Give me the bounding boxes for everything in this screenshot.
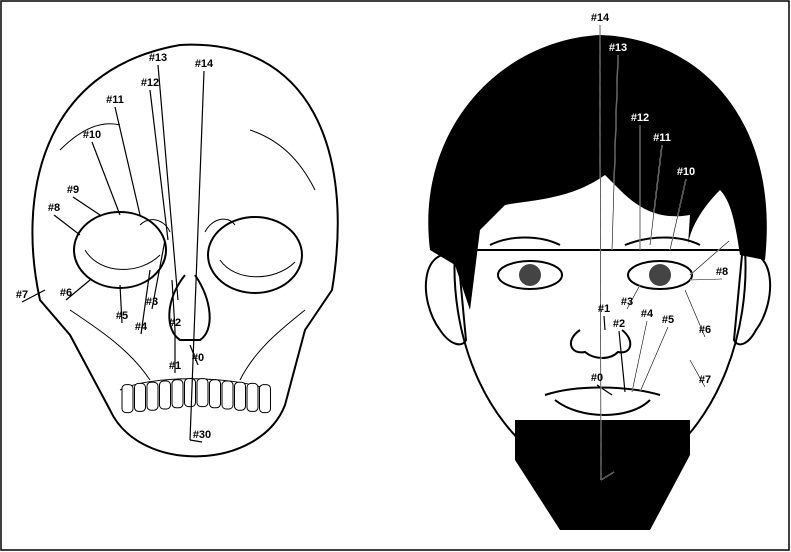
leader-line bbox=[684, 289, 706, 338]
landmark-label: #7 bbox=[16, 289, 28, 301]
landmark-label: #30 bbox=[605, 459, 623, 471]
landmark-label: #11 bbox=[653, 132, 671, 144]
leader-line bbox=[649, 144, 663, 246]
landmark-label: #0 bbox=[591, 372, 603, 384]
landmark-label: #4 bbox=[641, 308, 654, 320]
leader-line bbox=[599, 24, 602, 481]
landmark-label: #13 bbox=[149, 52, 167, 64]
leader-line bbox=[689, 278, 723, 281]
landmark-label: #0 bbox=[192, 352, 204, 364]
tooth bbox=[246, 382, 259, 412]
leader-line bbox=[669, 178, 687, 251]
leader-line bbox=[639, 326, 669, 393]
leader-line bbox=[140, 269, 151, 335]
landmark-label: #9 bbox=[67, 184, 79, 196]
landmark-label: #2 bbox=[169, 317, 181, 329]
landmark-label: #12 bbox=[141, 77, 159, 89]
landmark-label: #1 bbox=[169, 360, 181, 372]
landmark-label: #7 bbox=[699, 374, 711, 386]
leader-line bbox=[171, 279, 176, 331]
tooth bbox=[146, 381, 159, 411]
tooth bbox=[259, 384, 271, 414]
leader-line bbox=[626, 284, 641, 310]
leader-line bbox=[21, 289, 46, 303]
leader-line bbox=[114, 106, 141, 216]
tooth bbox=[184, 378, 196, 408]
landmark-label: #11 bbox=[106, 94, 124, 106]
landmark-label: #13 bbox=[609, 42, 627, 54]
face-drawing bbox=[424, 35, 772, 530]
landmark-label: #2 bbox=[613, 318, 625, 330]
tooth bbox=[121, 384, 134, 414]
landmark-label: #6 bbox=[60, 287, 72, 299]
tooth bbox=[221, 380, 234, 410]
landmark-label: #5 bbox=[116, 310, 128, 322]
leader-line bbox=[157, 64, 179, 301]
leader-line bbox=[689, 359, 706, 388]
landmark-label: #14 bbox=[195, 58, 214, 70]
leader-line bbox=[600, 471, 615, 481]
leader-line bbox=[151, 239, 166, 310]
landmark-label: #10 bbox=[677, 166, 695, 178]
tooth bbox=[134, 382, 146, 412]
landmark-label: #9 bbox=[723, 228, 735, 240]
landmark-label: #5 bbox=[662, 314, 674, 326]
tooth bbox=[171, 379, 184, 409]
landmark-label: #1 bbox=[598, 303, 610, 315]
tooth bbox=[209, 379, 221, 409]
leader-line bbox=[596, 384, 613, 396]
leader-line bbox=[189, 70, 205, 441]
landmark-label: #8 bbox=[716, 266, 728, 278]
landmark-label: #8 bbox=[48, 202, 60, 214]
leader-line bbox=[603, 315, 606, 331]
leader-line bbox=[189, 439, 203, 443]
landmark-label: #3 bbox=[621, 296, 633, 308]
leader-lines bbox=[21, 24, 730, 481]
landmark-label: #10 bbox=[83, 129, 101, 141]
skull-drawing bbox=[31, 43, 339, 458]
landmark-label: #3 bbox=[146, 296, 158, 308]
leader-line bbox=[91, 141, 121, 216]
tooth bbox=[196, 378, 209, 408]
leader-line bbox=[53, 214, 81, 236]
leader-line bbox=[65, 279, 91, 301]
leader-line bbox=[149, 89, 169, 241]
landmark-label: #12 bbox=[631, 112, 649, 124]
landmark-label: #14 bbox=[591, 12, 610, 24]
leader-line bbox=[611, 54, 619, 251]
tooth bbox=[234, 381, 246, 411]
tooth bbox=[159, 380, 171, 410]
leader-line bbox=[72, 196, 101, 216]
leader-line bbox=[689, 240, 730, 276]
labels: #0#1#2#3#4#5#6#7#8#9#10#11#12#13 #14#30#0… bbox=[16, 12, 735, 471]
leader-line bbox=[189, 344, 199, 366]
landmark-label: #30 bbox=[193, 429, 211, 441]
landmark-label: #4 bbox=[135, 321, 148, 333]
leader-line bbox=[119, 284, 123, 324]
leader-line bbox=[631, 320, 648, 393]
landmark-label: #6 bbox=[699, 324, 711, 336]
leader-line bbox=[618, 330, 626, 393]
